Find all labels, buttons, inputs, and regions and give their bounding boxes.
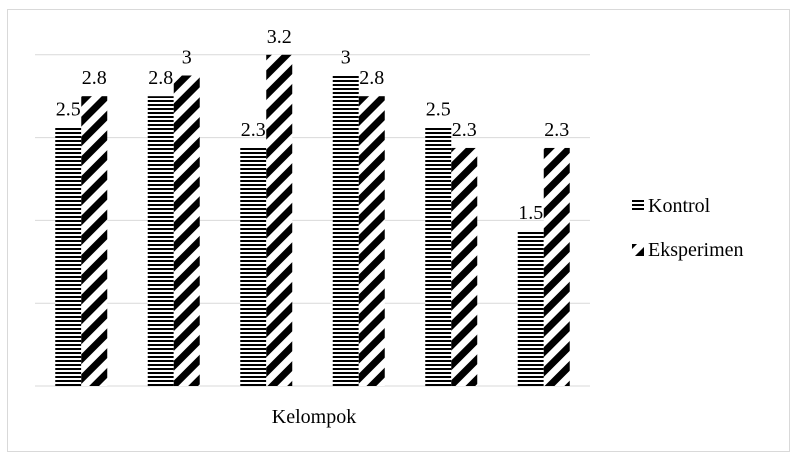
bar-eksperimen-6 [543, 147, 570, 386]
chart-frame [7, 9, 790, 452]
x-axis-title: Kelompok [272, 406, 356, 428]
gridlines [35, 54, 590, 387]
bar-kontrol-2 [147, 96, 174, 386]
value-labels: 2.52.82.332.51.52.833.22.82.3 2.3 [56, 26, 570, 224]
bar-eksperimen-3 [266, 54, 293, 387]
data-label-eksperimen-2: 3 [182, 47, 192, 69]
bar-eksperimen-1 [81, 96, 108, 386]
legend-label-kontrol: Kontrol [648, 195, 711, 217]
data-label-kontrol-6: 1.5 [518, 202, 543, 224]
bar-kontrol-3 [240, 147, 267, 386]
bar-kontrol-4 [332, 75, 359, 386]
bar-eksperimen-4 [358, 96, 385, 386]
legend-swatch-kontrol [632, 200, 644, 212]
data-label-eksperimen-4: 2.8 [359, 67, 384, 89]
data-label-kontrol-1: 2.5 [56, 98, 81, 120]
bars [55, 54, 570, 387]
data-label-eksperimen-3: 3.2 [267, 26, 292, 48]
legend-swatch-eksperimen [632, 244, 644, 256]
bar-eksperimen-5 [451, 147, 478, 386]
legend-label-eksperimen: Eksperimen [648, 239, 744, 261]
data-label-kontrol-2: 2.8 [148, 67, 173, 89]
data-label-eksperimen-1: 2.8 [82, 67, 107, 89]
bar-kontrol-6 [517, 230, 544, 386]
data-label-kontrol-3: 2.3 [241, 119, 266, 141]
data-label-kontrol-5: 2.5 [426, 98, 451, 120]
data-label-eksperimen-6: 2.3 [544, 119, 569, 141]
data-label-kontrol-4: 3 [341, 47, 351, 69]
data-label-eksperimen-5: 2.3 [452, 119, 477, 141]
bar-eksperimen-2 [173, 75, 200, 386]
bar-kontrol-1 [55, 127, 82, 386]
legend: Kontrol Eksperimen [632, 195, 744, 261]
bar-kontrol-5 [425, 127, 452, 386]
